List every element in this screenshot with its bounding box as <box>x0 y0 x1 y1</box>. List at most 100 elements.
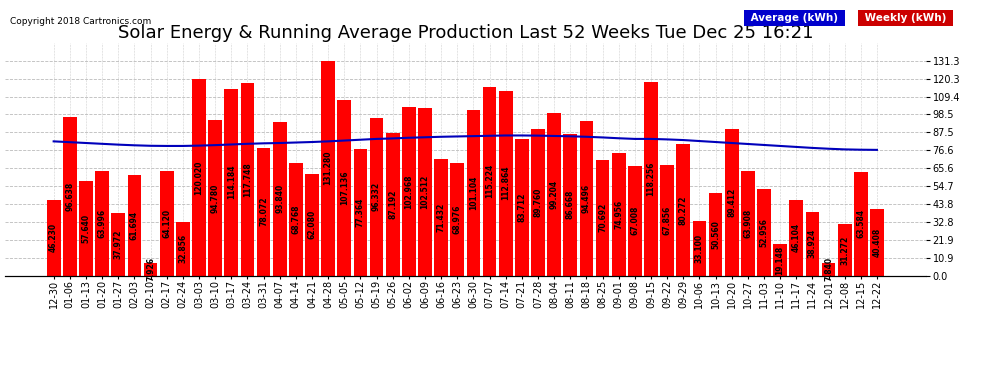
Text: 50.560: 50.560 <box>711 220 720 249</box>
Text: 63.908: 63.908 <box>743 209 752 238</box>
Text: 101.104: 101.104 <box>469 176 478 210</box>
Bar <box>418 108 432 276</box>
Title: Solar Energy & Running Average Production Last 52 Weeks Tue Dec 25 16:21: Solar Energy & Running Average Productio… <box>118 24 813 42</box>
Bar <box>725 129 739 276</box>
Text: 102.512: 102.512 <box>421 175 430 209</box>
Bar <box>402 107 416 276</box>
Text: 71.432: 71.432 <box>437 202 446 232</box>
Text: 7.926: 7.926 <box>146 257 155 281</box>
Bar <box>79 181 93 276</box>
Bar <box>305 174 319 276</box>
Text: 118.256: 118.256 <box>646 162 655 196</box>
Text: Average (kWh): Average (kWh) <box>747 13 842 23</box>
Text: 61.694: 61.694 <box>130 210 139 240</box>
Text: 33.100: 33.100 <box>695 234 704 263</box>
Text: 68.768: 68.768 <box>291 205 300 234</box>
Text: 89.412: 89.412 <box>727 188 737 217</box>
Bar <box>435 159 447 276</box>
Text: 83.712: 83.712 <box>518 192 527 222</box>
Text: 117.748: 117.748 <box>243 162 251 196</box>
Text: 114.184: 114.184 <box>227 165 236 200</box>
Bar <box>47 200 60 276</box>
Text: 68.976: 68.976 <box>452 204 461 234</box>
Bar <box>515 138 529 276</box>
Text: Weekly (kWh): Weekly (kWh) <box>861 13 950 23</box>
Bar <box>596 160 610 276</box>
Bar <box>256 148 270 276</box>
Bar <box>466 110 480 276</box>
Bar <box>483 87 496 276</box>
Bar <box>369 118 383 276</box>
Text: 38.924: 38.924 <box>808 229 817 258</box>
Bar <box>741 171 754 276</box>
Bar <box>854 171 867 276</box>
Text: 32.856: 32.856 <box>178 234 187 263</box>
Text: 94.780: 94.780 <box>211 183 220 213</box>
Text: 40.408: 40.408 <box>872 228 881 257</box>
Bar <box>386 133 400 276</box>
Bar <box>95 171 109 276</box>
Bar <box>676 144 690 276</box>
Text: Copyright 2018 Cartronics.com: Copyright 2018 Cartronics.com <box>10 17 151 26</box>
Text: 107.136: 107.136 <box>340 171 348 205</box>
Bar <box>789 200 803 276</box>
Text: 37.972: 37.972 <box>114 230 123 259</box>
Text: 57.640: 57.640 <box>81 214 90 243</box>
Text: 93.840: 93.840 <box>275 184 284 213</box>
Bar <box>176 222 190 276</box>
Text: 115.224: 115.224 <box>485 164 494 198</box>
Bar <box>63 117 76 276</box>
Bar <box>563 134 577 276</box>
Text: 99.204: 99.204 <box>549 180 558 209</box>
Text: 89.760: 89.760 <box>534 188 543 217</box>
Bar <box>579 121 593 276</box>
Bar <box>289 163 303 276</box>
Text: 46.104: 46.104 <box>792 224 801 252</box>
Text: 120.020: 120.020 <box>194 160 204 195</box>
Text: 77.364: 77.364 <box>355 198 365 227</box>
Text: 62.080: 62.080 <box>308 210 317 239</box>
Bar <box>225 88 238 276</box>
Bar <box>273 122 286 276</box>
Text: 52.956: 52.956 <box>759 218 768 247</box>
Text: 46.230: 46.230 <box>50 223 58 252</box>
Bar <box>757 189 771 276</box>
Bar <box>644 82 657 276</box>
Text: 96.638: 96.638 <box>65 182 74 211</box>
Bar <box>531 129 544 276</box>
Bar <box>450 163 464 276</box>
Text: 131.280: 131.280 <box>324 151 333 185</box>
Text: 64.120: 64.120 <box>162 209 171 238</box>
Bar <box>660 165 674 276</box>
Text: 19.148: 19.148 <box>775 245 785 274</box>
Bar <box>693 221 706 276</box>
Bar <box>870 210 884 276</box>
Bar <box>192 79 206 276</box>
Bar <box>353 149 367 276</box>
Text: 70.692: 70.692 <box>598 203 607 232</box>
Bar <box>159 171 173 276</box>
Text: 96.332: 96.332 <box>372 182 381 212</box>
Bar <box>128 175 142 276</box>
Bar <box>338 100 351 276</box>
Text: 63.584: 63.584 <box>856 209 865 238</box>
Bar <box>822 263 836 276</box>
Text: 94.496: 94.496 <box>582 184 591 213</box>
Text: 80.272: 80.272 <box>679 195 688 225</box>
Text: 86.668: 86.668 <box>565 190 575 219</box>
Bar <box>321 61 335 276</box>
Text: 31.272: 31.272 <box>841 236 849 265</box>
Bar <box>208 120 222 276</box>
Bar <box>499 91 513 276</box>
Bar <box>144 262 157 276</box>
Text: 87.192: 87.192 <box>388 189 397 219</box>
Bar <box>628 166 642 276</box>
Text: 67.008: 67.008 <box>631 206 640 236</box>
Text: 74.956: 74.956 <box>614 200 623 229</box>
Text: 63.996: 63.996 <box>98 209 107 238</box>
Bar <box>773 244 787 276</box>
Text: 102.968: 102.968 <box>404 174 413 208</box>
Bar <box>547 113 561 276</box>
Text: 7.840: 7.840 <box>824 257 833 281</box>
Text: 78.072: 78.072 <box>259 197 268 226</box>
